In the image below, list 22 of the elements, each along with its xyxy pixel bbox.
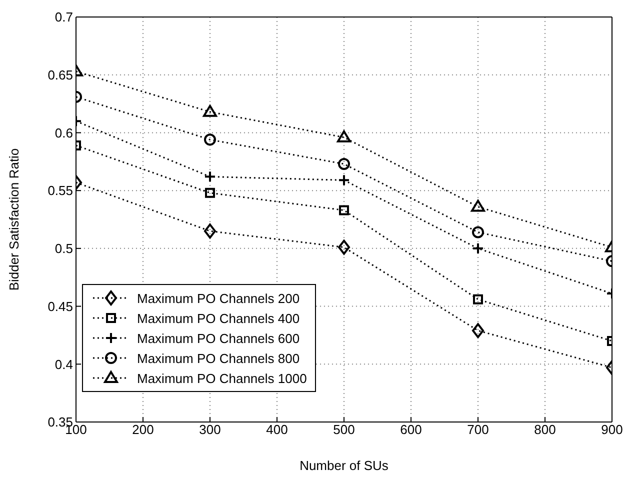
y-tick-label: 0.45 bbox=[48, 298, 73, 314]
legend-label: Maximum PO Channels 800 bbox=[137, 350, 300, 366]
legend-label: Maximum PO Channels 400 bbox=[137, 310, 300, 326]
y-tick-label: 0.65 bbox=[48, 67, 73, 82]
y-tick-label: 0.7 bbox=[54, 10, 73, 25]
y-tick-label: 0.55 bbox=[48, 183, 73, 198]
x-tick-label: 500 bbox=[333, 422, 355, 438]
legend-label: Maximum PO Channels 200 bbox=[137, 290, 300, 306]
y-tick-label: 0.5 bbox=[54, 241, 73, 256]
x-tick-label: 400 bbox=[266, 422, 288, 438]
x-axis-title: Number of SUs bbox=[300, 458, 389, 473]
x-tick-label: 700 bbox=[467, 422, 489, 438]
y-axis-title: Bidder Satisfaction Ratio bbox=[6, 148, 22, 291]
x-tick-label: 200 bbox=[132, 422, 154, 438]
x-tick-label: 800 bbox=[534, 422, 556, 438]
x-tick-label: 300 bbox=[199, 422, 221, 438]
y-tick-label: 0.6 bbox=[54, 125, 73, 140]
legend-label: Maximum PO Channels 1000 bbox=[137, 370, 307, 386]
x-tick-label: 600 bbox=[400, 422, 422, 438]
y-tick-label: 0.4 bbox=[54, 356, 73, 372]
x-tick-label: 900 bbox=[601, 422, 623, 438]
legend-label: Maximum PO Channels 600 bbox=[137, 330, 300, 346]
